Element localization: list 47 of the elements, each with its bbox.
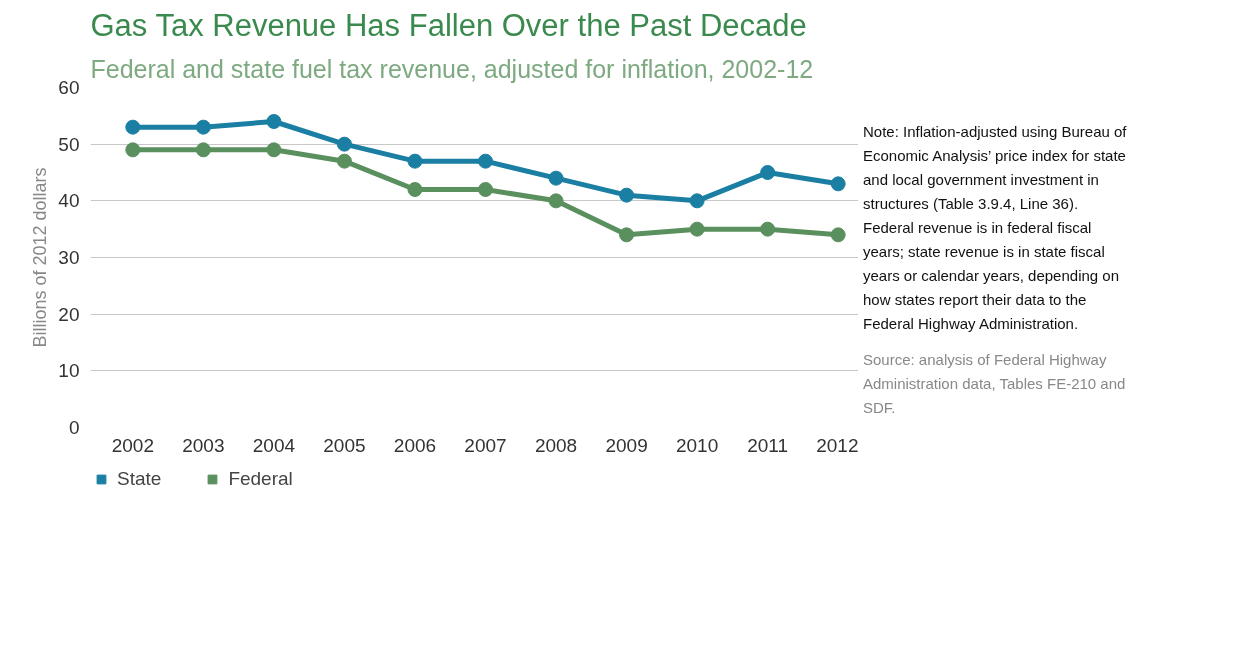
x-tick-label: 2003 (182, 434, 225, 456)
x-tick-label: 2007 (464, 434, 507, 456)
point (548, 193, 564, 209)
annotation: Source: analysis of Federal Highway Administration data, Tables FE-210 and SDF. (863, 350, 1127, 418)
point (478, 153, 493, 169)
point (407, 182, 423, 197)
chart-title: Gas Tax Revenue Has Fallen Over the Past Decade (90, 7, 807, 43)
legend-label: State (117, 468, 162, 490)
y-axis-title: Billions of 2012 dollars (30, 167, 51, 348)
y-tick-label: 60 (58, 77, 80, 98)
legend-label: Federal (228, 468, 293, 490)
point (125, 142, 141, 158)
point (195, 119, 211, 135)
x-tick-label: 2006 (393, 434, 437, 456)
point (830, 176, 846, 192)
y-tick-label: 20 (58, 303, 80, 325)
x-tick-label: 2004 (252, 434, 296, 456)
point (619, 187, 635, 203)
point (336, 136, 352, 152)
y-tick-label: 30 (58, 247, 80, 268)
point (478, 182, 493, 197)
y-tick-label: 10 (58, 360, 80, 382)
x-tick-label: 2009 (605, 434, 648, 456)
point (760, 221, 776, 237)
x-tick-label: 2011 (747, 434, 789, 456)
y-tick-label: 0 (68, 417, 80, 438)
x-tick-label: 2012 (816, 434, 859, 456)
point (689, 221, 705, 237)
point (125, 119, 141, 135)
point (336, 153, 352, 169)
point (266, 142, 282, 158)
chart-subtitle: Federal and state fuel tax revenue, adjusted for inflation, 2002-12 (90, 54, 814, 83)
y-tick-label: 40 (58, 190, 80, 212)
point (830, 227, 846, 243)
point (619, 227, 635, 243)
text: Note: Inflation-adjusted using Bureau of Economic Analysis’ price index for state and local government investment in structures (Table 3.9.4, Line 36). Federal revenue is in federal fiscal years; state revenue is in state fiscal years or calendar years, depending on how states report their data to the Federal Highway Administration. (863, 123, 1127, 332)
x-tick-label: 2008 (534, 434, 578, 456)
point (689, 193, 705, 209)
x-tick-label: 2010 (675, 434, 719, 456)
point (548, 170, 564, 186)
point (195, 142, 211, 158)
point (407, 153, 423, 169)
y-tick-label: 50 (58, 133, 80, 155)
x-tick-label: 2005 (323, 434, 366, 456)
point (266, 114, 282, 129)
point (760, 165, 776, 180)
x-tick-label: 2002 (111, 434, 154, 456)
